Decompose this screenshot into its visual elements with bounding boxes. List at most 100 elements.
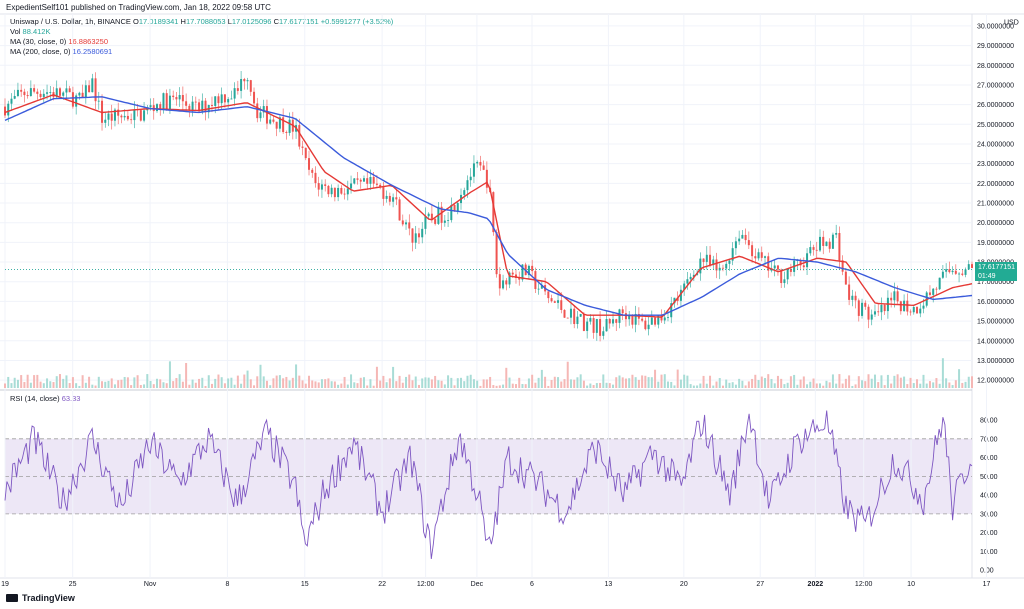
candle-body	[776, 265, 779, 270]
price-tick-label: 20.0000000	[977, 220, 1014, 227]
volume-bar	[359, 377, 362, 388]
candle-body	[731, 248, 734, 261]
candle-body	[786, 268, 789, 280]
volume-bar	[709, 375, 712, 388]
volume-bar	[744, 385, 747, 388]
time-tick-label: 13	[605, 581, 613, 588]
volume-bar	[382, 375, 385, 388]
candle-body	[26, 95, 29, 97]
volume-bar	[36, 374, 39, 388]
candle-body	[531, 265, 534, 272]
volume-bar	[624, 378, 627, 388]
ohlc-open-label: O	[132, 17, 139, 26]
candle-body	[935, 288, 938, 290]
candle-body	[961, 273, 964, 275]
candle-body	[181, 95, 184, 102]
symbol-row: Uniswap / U.S. Dollar, 1h, BINANCE O17.0…	[10, 17, 393, 27]
candle-body	[505, 280, 508, 285]
candle-body	[97, 100, 100, 102]
candle-body	[388, 195, 391, 202]
volume-bar	[469, 374, 472, 388]
candle-body	[569, 308, 572, 318]
volume-bar	[848, 375, 851, 388]
candle-body	[631, 315, 634, 325]
candle-body	[602, 331, 605, 336]
volume-bar	[214, 378, 217, 388]
volume-bar	[262, 376, 265, 388]
candle-body	[414, 233, 417, 243]
candle-body	[573, 308, 576, 325]
last-price-value: 17.6177151	[978, 264, 1015, 271]
candle-body	[262, 106, 265, 113]
volume-bar	[948, 382, 951, 388]
volume-bar	[666, 381, 669, 388]
tradingview-brand[interactable]: TradingView	[6, 593, 75, 603]
volume-bar	[88, 376, 91, 388]
candle-body	[945, 269, 948, 272]
price-tick-label: 30.0000000	[977, 23, 1014, 30]
volume-bar	[734, 384, 737, 388]
candle-body	[421, 228, 424, 238]
candle-body	[117, 109, 120, 116]
candle-body	[479, 161, 482, 166]
candle-body	[579, 314, 582, 317]
candle-body	[417, 233, 420, 238]
volume-bar	[560, 381, 563, 388]
candle-body	[246, 80, 249, 82]
candle-body	[511, 272, 514, 275]
candle-body	[521, 264, 524, 280]
candle-body	[476, 161, 479, 164]
volume-bar	[751, 378, 754, 388]
volume-bar	[285, 376, 288, 388]
volume-bar	[243, 374, 246, 388]
volume-bar	[916, 379, 919, 388]
volume-bar	[563, 379, 566, 388]
volume-bar	[388, 378, 391, 388]
volume-bar	[133, 377, 136, 388]
ohlc-low-value: 17.0125096	[231, 17, 272, 26]
candle-body	[899, 301, 902, 312]
volume-bar	[754, 374, 757, 388]
price-change: +0.5991277 (+3.52%)	[320, 17, 394, 26]
volume-bar	[867, 374, 870, 388]
volume-bar	[699, 383, 702, 388]
volume-bar	[776, 375, 779, 388]
candle-body	[204, 100, 207, 113]
candle-body	[4, 106, 6, 116]
candle-body	[113, 109, 116, 121]
candle-body	[676, 297, 679, 301]
candle-body	[789, 268, 792, 272]
candle-body	[560, 300, 563, 310]
candle-body	[608, 319, 611, 324]
volume-bar	[282, 378, 285, 388]
candle-body	[864, 302, 867, 307]
volume-label: Vol	[10, 27, 21, 36]
published-caption: ExpedientSelf101 published on TradingVie…	[6, 3, 271, 12]
candle-body	[240, 78, 243, 91]
candle-body	[854, 295, 857, 301]
candle-body	[230, 98, 233, 100]
volume-bar	[333, 381, 336, 388]
volume-bar	[628, 378, 631, 388]
volume-bar	[13, 377, 16, 388]
volume-bar	[728, 382, 731, 388]
price-tick-label: 29.0000000	[977, 43, 1014, 50]
volume-bar	[954, 380, 957, 388]
candle-body	[903, 300, 906, 312]
volume-bar	[7, 376, 10, 388]
ohlc-high-label: H	[180, 17, 186, 26]
volume-bar	[152, 384, 155, 388]
candle-body	[599, 319, 602, 336]
candle-body	[165, 93, 168, 110]
volume-bar	[841, 383, 844, 388]
time-tick-label: 19	[1, 581, 9, 588]
volume-bar	[712, 385, 715, 388]
volume-bar	[941, 358, 944, 388]
time-tick-label: Nov	[144, 581, 157, 588]
candle-body	[401, 220, 404, 225]
candle-body	[408, 222, 411, 229]
candle-body	[715, 259, 718, 271]
candle-body	[139, 110, 142, 121]
volume-bar	[796, 384, 799, 388]
